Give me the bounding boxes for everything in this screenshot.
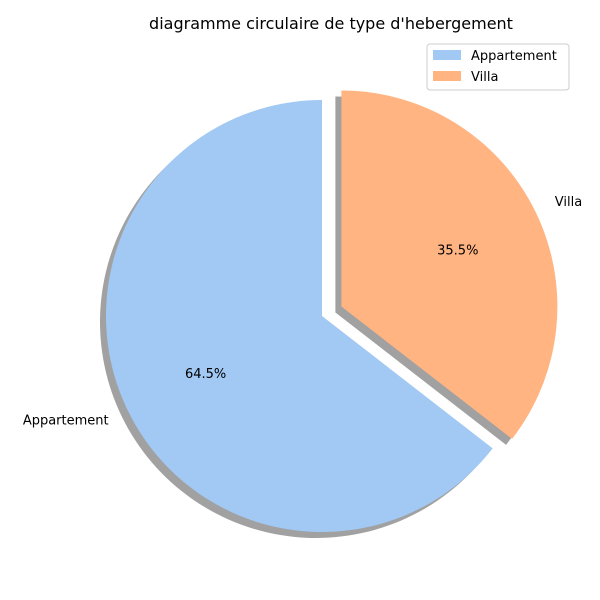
slice-percent-villa: 35.5% [437,243,478,258]
chart-title: diagramme circulaire de type d'hebergeme… [149,14,513,33]
slice-appartement [105,100,493,532]
legend-label-appartement: Appartement [471,49,557,64]
legend: Appartement Villa [426,43,570,91]
slice-percent-appartement: 64.5% [185,367,226,382]
legend-swatch-appartement [433,50,461,60]
slice-label-appartement: Appartement [23,414,109,429]
legend-label-villa: Villa [471,70,498,85]
slices [105,90,558,532]
slice-label-villa: Villa [555,195,582,210]
slice-villa [341,90,558,439]
legend-frame [426,43,570,91]
legend-swatch-villa [433,71,461,81]
slice-labels: Appartement 64.5% Villa 35.5% [23,195,582,429]
